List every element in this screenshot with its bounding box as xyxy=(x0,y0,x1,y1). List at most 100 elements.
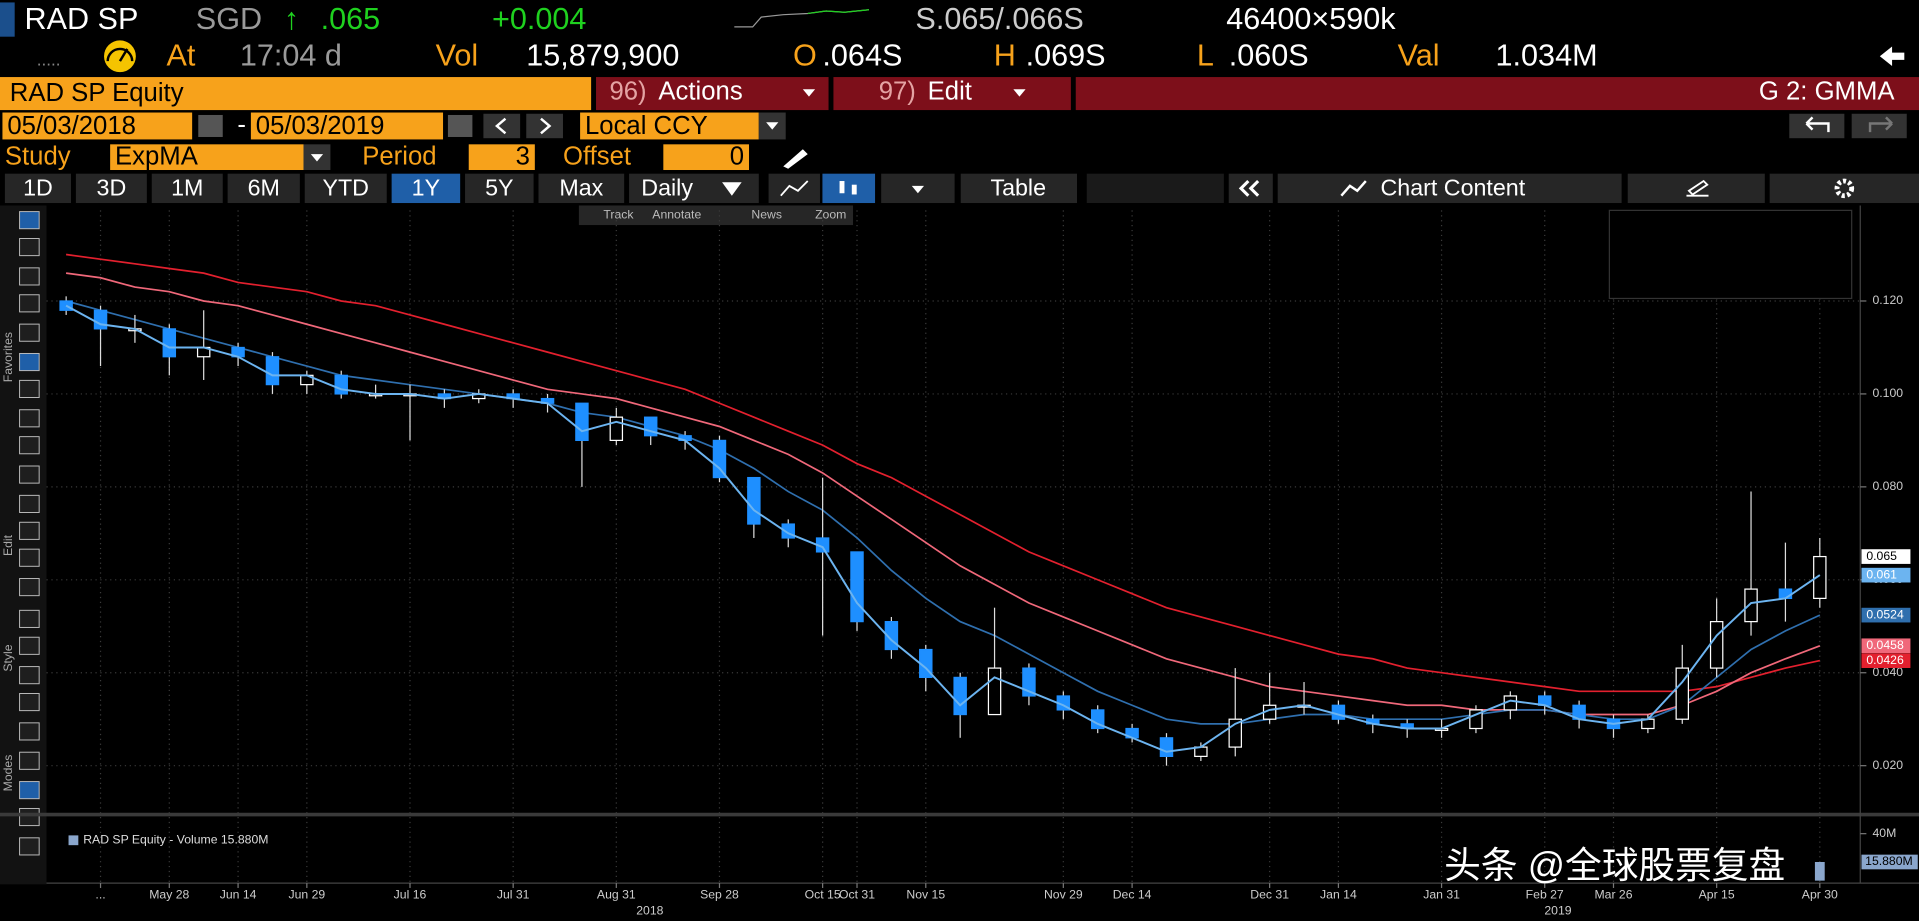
tool-icon[interactable] xyxy=(19,781,40,800)
tool-icon[interactable] xyxy=(19,267,40,286)
offset-box[interactable] xyxy=(663,144,749,171)
side-label: Style xyxy=(1,644,15,671)
line-icon xyxy=(780,180,809,197)
dots: ..... xyxy=(37,51,61,70)
chart-content-button[interactable] xyxy=(1277,173,1622,204)
period-button[interactable] xyxy=(227,173,300,204)
tool-icon[interactable] xyxy=(19,465,40,484)
y-tick-label: 0.020 xyxy=(1872,758,1903,772)
tool-icon[interactable] xyxy=(19,837,40,856)
calendar-icon[interactable] xyxy=(447,114,473,137)
end-date-box[interactable] xyxy=(250,112,444,140)
tool-icon[interactable] xyxy=(19,352,40,372)
tool-icon[interactable] xyxy=(19,436,40,455)
chart-tool[interactable]: Annotate xyxy=(652,208,701,222)
tool-icon[interactable] xyxy=(19,722,40,741)
period-button[interactable] xyxy=(304,173,387,204)
table: Table xyxy=(990,175,1046,201)
candle-body xyxy=(1022,667,1036,697)
table-button[interactable] xyxy=(960,173,1077,204)
tool-icon[interactable] xyxy=(19,494,40,513)
side-toolbar xyxy=(0,205,47,885)
start-date-box[interactable] xyxy=(2,112,193,140)
tool-icon[interactable] xyxy=(19,693,40,712)
tool-icon[interactable] xyxy=(19,609,40,628)
security-box[interactable] xyxy=(0,77,592,111)
low: .060S xyxy=(1229,39,1309,73)
x-tick-label: Dec 31 xyxy=(1250,888,1289,902)
period-button[interactable] xyxy=(465,173,534,204)
volume-tag-label: 15.880M xyxy=(1865,854,1913,868)
undo-button[interactable] xyxy=(1789,113,1845,139)
period-box[interactable] xyxy=(468,144,535,171)
x-tick-label: ... xyxy=(95,888,105,902)
currency-box[interactable] xyxy=(580,112,759,140)
candle-icon xyxy=(839,181,845,194)
export-icon[interactable] xyxy=(1879,46,1905,67)
price-tag-label: 0.0458 xyxy=(1866,638,1904,652)
tool-icon[interactable] xyxy=(19,409,40,428)
candle-body xyxy=(1159,737,1174,757)
quote-bar xyxy=(0,0,1919,40)
chart-tool[interactable]: Track xyxy=(603,208,634,222)
dropdown-arrow xyxy=(911,185,925,194)
tool-icon[interactable] xyxy=(19,294,40,313)
redo-button[interactable] xyxy=(1851,113,1907,139)
price-tag xyxy=(1861,653,1911,668)
period-button[interactable] xyxy=(4,173,71,204)
pen-icon[interactable] xyxy=(783,149,808,169)
period-button[interactable] xyxy=(75,173,147,204)
period-button[interactable] xyxy=(391,173,461,204)
tool-icon[interactable] xyxy=(19,238,40,257)
actions-menu[interactable] xyxy=(596,77,829,111)
tool-icon[interactable] xyxy=(19,521,40,540)
edit-menu[interactable] xyxy=(833,77,1071,111)
plot: TrackAnnotateNewsZoom0.0200.0400.0600.08… xyxy=(46,205,1918,917)
dropdown-arrow xyxy=(802,89,816,97)
candle-body xyxy=(747,476,761,525)
edit-chart-button[interactable] xyxy=(1627,173,1765,204)
frequency: Daily xyxy=(641,175,693,201)
settings-button[interactable] xyxy=(1769,173,1919,204)
period-button[interactable] xyxy=(538,173,625,204)
tool-icon[interactable] xyxy=(19,211,40,230)
tool-icon[interactable] xyxy=(19,548,40,567)
tool-icon[interactable] xyxy=(19,636,40,655)
dropdown-arrow xyxy=(1013,89,1026,97)
marker xyxy=(0,2,15,37)
x-tick-label: Jun 14 xyxy=(220,888,257,902)
legend xyxy=(1608,209,1853,300)
start-date: 05/03/2018 xyxy=(7,112,136,140)
tool-icon[interactable] xyxy=(19,751,40,770)
x-tick-label: Jan 31 xyxy=(1423,888,1460,902)
calendar-icon[interactable] xyxy=(198,114,223,137)
x-tick-label: Apr 15 xyxy=(1699,888,1735,902)
speed-icon[interactable] xyxy=(104,40,136,73)
period-button[interactable] xyxy=(151,173,223,204)
y-tick-label: 0.120 xyxy=(1872,293,1903,307)
candle-button[interactable] xyxy=(822,173,876,204)
next-button[interactable] xyxy=(526,113,563,139)
actions: Actions xyxy=(658,78,742,106)
tool-icon[interactable] xyxy=(19,666,40,685)
chart-tool[interactable]: News xyxy=(751,208,782,222)
chart-tool[interactable]: Zoom xyxy=(815,208,846,222)
price-tag xyxy=(1861,567,1911,583)
dropdown-arrow xyxy=(766,122,779,130)
period-label: 1M xyxy=(171,175,203,201)
candle-body xyxy=(93,309,108,330)
period-label: 3D xyxy=(97,175,127,201)
candle-icon xyxy=(851,184,857,195)
study-box[interactable] xyxy=(110,144,304,171)
tool-icon[interactable] xyxy=(19,578,40,597)
prev-button[interactable] xyxy=(483,113,521,139)
arrow: ↑ xyxy=(284,2,299,36)
bid-ask: S.065/.066S xyxy=(915,2,1083,36)
candle-body xyxy=(712,439,727,479)
tool-icon[interactable] xyxy=(19,379,40,398)
volume: 15,879,900 xyxy=(526,39,679,73)
tool-icon[interactable] xyxy=(19,807,40,827)
vol-label: Vol xyxy=(436,39,479,73)
tool-icon[interactable] xyxy=(19,323,40,342)
prev-arrow xyxy=(495,117,507,135)
